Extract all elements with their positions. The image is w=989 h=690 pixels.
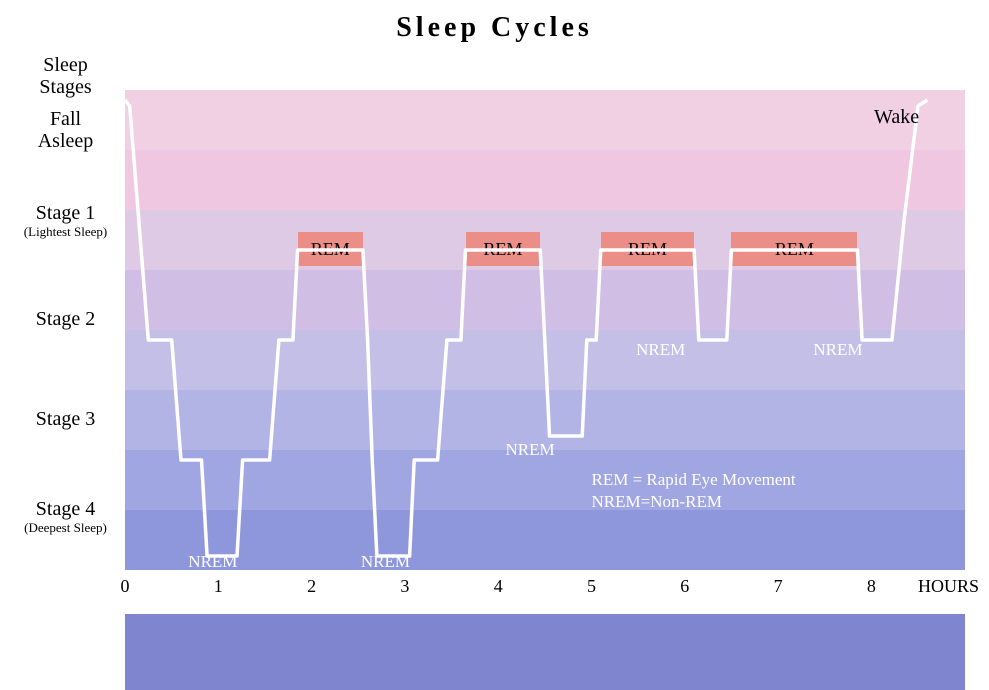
stage-band xyxy=(125,90,965,150)
x-tick-label: 1 xyxy=(203,576,233,597)
stage-label: Stage 1 xyxy=(10,202,121,225)
x-tick-label: 5 xyxy=(577,576,607,597)
rem-box: REM xyxy=(298,232,363,266)
wake-label: Wake xyxy=(874,106,919,129)
x-tick-label: 4 xyxy=(483,576,513,597)
mask-bottom xyxy=(125,570,965,614)
x-axis-label: HOURS xyxy=(918,576,989,597)
legend-line: NREM=Non-REM xyxy=(592,492,722,512)
x-tick-label: 3 xyxy=(390,576,420,597)
nrem-label: NREM xyxy=(636,340,685,360)
x-tick-label: 7 xyxy=(763,576,793,597)
x-tick-label: 2 xyxy=(297,576,327,597)
stage-band xyxy=(125,150,965,210)
stage-label: Stage 2 xyxy=(10,308,121,331)
rem-box: REM xyxy=(731,232,857,266)
nrem-label: NREM xyxy=(188,552,237,572)
stage-label: Fall xyxy=(10,108,121,131)
stage-label: Stage 3 xyxy=(10,408,121,431)
rem-box: REM xyxy=(601,232,694,266)
stage-label: Sleep xyxy=(10,54,121,77)
legend-line: REM = Rapid Eye Movement xyxy=(592,470,796,490)
stage-band xyxy=(125,630,965,690)
chart-title: Sleep Cycles xyxy=(0,12,989,44)
stage-band xyxy=(125,330,965,390)
nrem-label: NREM xyxy=(361,552,410,572)
stage-label: Stage 4 xyxy=(10,498,121,521)
x-tick-label: 0 xyxy=(110,576,140,597)
stage-band xyxy=(125,270,965,330)
stage-sublabel: Asleep xyxy=(10,130,121,153)
nrem-label: NREM xyxy=(506,440,555,460)
nrem-label: NREM xyxy=(813,340,862,360)
stage-sublabel: (Lightest Sleep) xyxy=(10,224,121,240)
x-tick-label: 6 xyxy=(670,576,700,597)
stage-sublabel: Stages xyxy=(10,76,121,99)
stage-band xyxy=(125,510,965,570)
x-tick-label: 8 xyxy=(856,576,886,597)
rem-box: REM xyxy=(466,232,541,266)
stage-sublabel: (Deepest Sleep) xyxy=(10,520,121,536)
